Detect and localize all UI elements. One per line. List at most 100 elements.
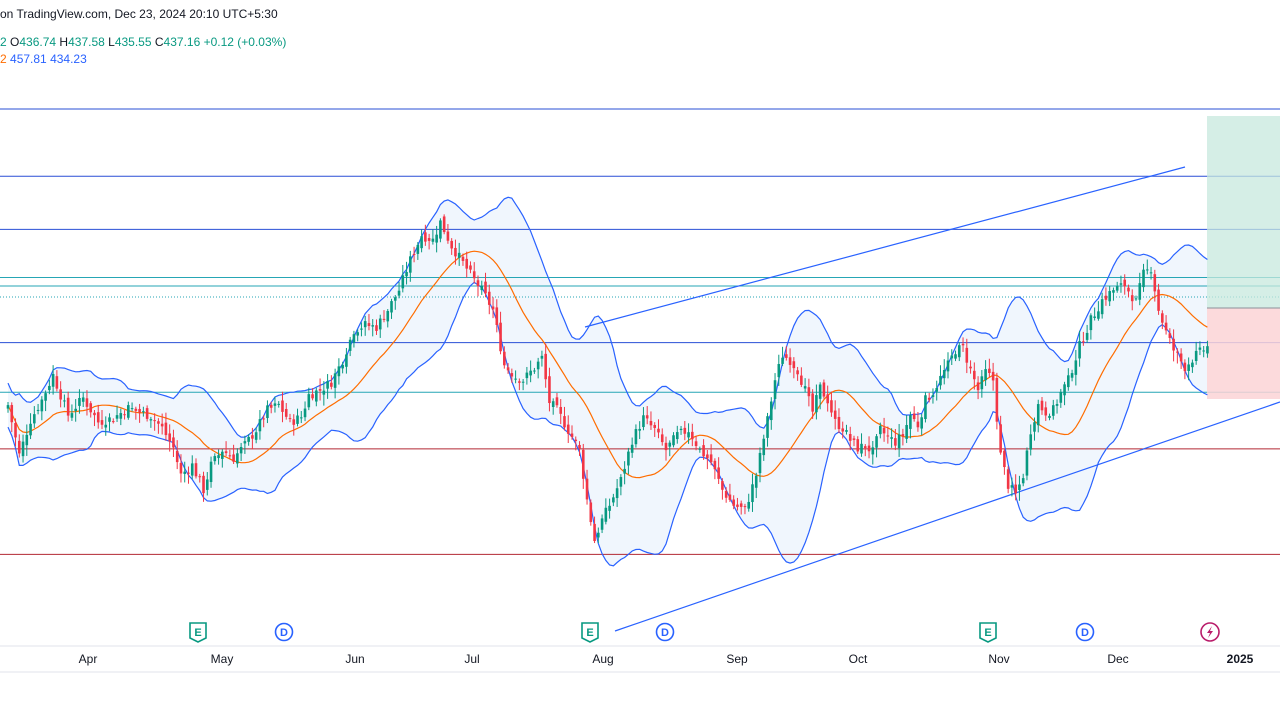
- candle-148: [559, 399, 563, 425]
- candle-69: [262, 415, 265, 428]
- candle-body: [108, 417, 111, 422]
- candle-95: [360, 322, 363, 337]
- axis-tick-label-nov: Nov: [988, 652, 1009, 666]
- candle-body: [303, 408, 307, 418]
- high-label: H: [59, 35, 69, 49]
- candle-74: [281, 391, 284, 423]
- candle-61: [232, 444, 235, 464]
- candle-78: [296, 408, 299, 427]
- candle-body: [785, 354, 788, 358]
- candle-body: [1130, 295, 1134, 302]
- candle-4: [17, 434, 21, 458]
- candle-body: [1179, 353, 1183, 362]
- candle-2: [10, 402, 14, 433]
- candle-272: [1025, 447, 1029, 481]
- candle-211: [796, 366, 799, 381]
- candle-body: [130, 408, 134, 410]
- axis-tick-label-2025: 2025: [1227, 652, 1254, 666]
- source-text: on TradingView.com, Dec 23, 2024 20:10 U…: [0, 7, 278, 21]
- candle-105: [397, 281, 401, 299]
- candle-248: [935, 380, 939, 401]
- candle-54: [205, 472, 209, 496]
- candle-body: [544, 353, 547, 380]
- candle-55: [209, 456, 213, 488]
- candle-286: [1078, 330, 1081, 367]
- time-axis: Apr May Jun Jul Aug Sep Oct Nov Dec 2025: [0, 645, 1280, 673]
- candle-297: [1119, 275, 1123, 293]
- candle-body: [333, 373, 337, 388]
- candle-184: [694, 435, 698, 451]
- candle-body: [450, 240, 453, 249]
- candle-body: [615, 488, 619, 499]
- candle-199: [751, 473, 754, 512]
- candle-313: [1179, 348, 1183, 369]
- candle-178: [672, 432, 675, 448]
- candle-209: [788, 348, 792, 373]
- candle-6: [25, 424, 29, 456]
- candle-314: [1183, 359, 1187, 380]
- candle-67: [254, 427, 258, 444]
- candle-143: [540, 350, 544, 367]
- candle-body: [999, 424, 1002, 453]
- candle-299: [1127, 284, 1130, 298]
- candle-body: [194, 463, 198, 477]
- candle-body: [1119, 283, 1123, 285]
- candle-41: [157, 418, 160, 434]
- candle-147: [555, 392, 559, 408]
- candle-171: [645, 406, 649, 425]
- candle-93: [352, 330, 356, 348]
- candle-body: [431, 238, 435, 242]
- candle-body: [149, 419, 153, 421]
- candle-51: [194, 458, 198, 479]
- candle-116: [439, 218, 442, 243]
- candle-body: [491, 306, 495, 310]
- candle-130: [491, 297, 495, 319]
- candle-109: [412, 246, 416, 263]
- candle-body: [634, 429, 638, 445]
- candle-36: [138, 403, 141, 423]
- candle-121: [457, 242, 461, 266]
- candle-body: [506, 367, 510, 371]
- candle-body: [55, 376, 59, 389]
- candle-body: [732, 499, 735, 506]
- axis-tick-label-oct: Oct: [849, 652, 868, 666]
- candle-82: [311, 388, 314, 401]
- candle-body: [924, 395, 927, 420]
- candle-body: [269, 404, 273, 408]
- candle-body: [612, 497, 615, 503]
- candle-81: [307, 387, 311, 411]
- axis-tick-label-apr: Apr: [79, 652, 98, 666]
- candle-body: [518, 381, 521, 383]
- position-zones-layer: [1207, 116, 1280, 399]
- earnings-badge: [581, 622, 599, 643]
- candle-body: [897, 434, 901, 449]
- candle-body: [604, 507, 608, 522]
- candle-92: [348, 336, 352, 357]
- lightning-bolt: [1207, 626, 1213, 638]
- candle-body: [638, 428, 641, 431]
- candle-238: [897, 424, 901, 457]
- candle-body: [1006, 469, 1010, 489]
- candle-123: [465, 251, 469, 278]
- candle-body: [743, 506, 747, 508]
- candle-body: [145, 408, 149, 419]
- candle-body: [375, 325, 378, 331]
- candle-body: [1100, 299, 1104, 315]
- candle-body: [841, 428, 845, 432]
- candle-body: [183, 471, 187, 474]
- earnings-letter: E: [194, 627, 201, 639]
- candle-85: [322, 381, 326, 406]
- candle-26: [100, 410, 104, 430]
- candle-body: [74, 408, 77, 411]
- candle-body: [81, 397, 85, 402]
- candle-288: [1085, 324, 1089, 343]
- candle-body: [991, 371, 995, 381]
- candle-body: [773, 380, 777, 399]
- candle-body: [939, 375, 942, 386]
- candle-body: [687, 432, 690, 438]
- candle-292: [1100, 292, 1104, 319]
- candle-body: [815, 395, 818, 413]
- candle-208: [785, 346, 788, 361]
